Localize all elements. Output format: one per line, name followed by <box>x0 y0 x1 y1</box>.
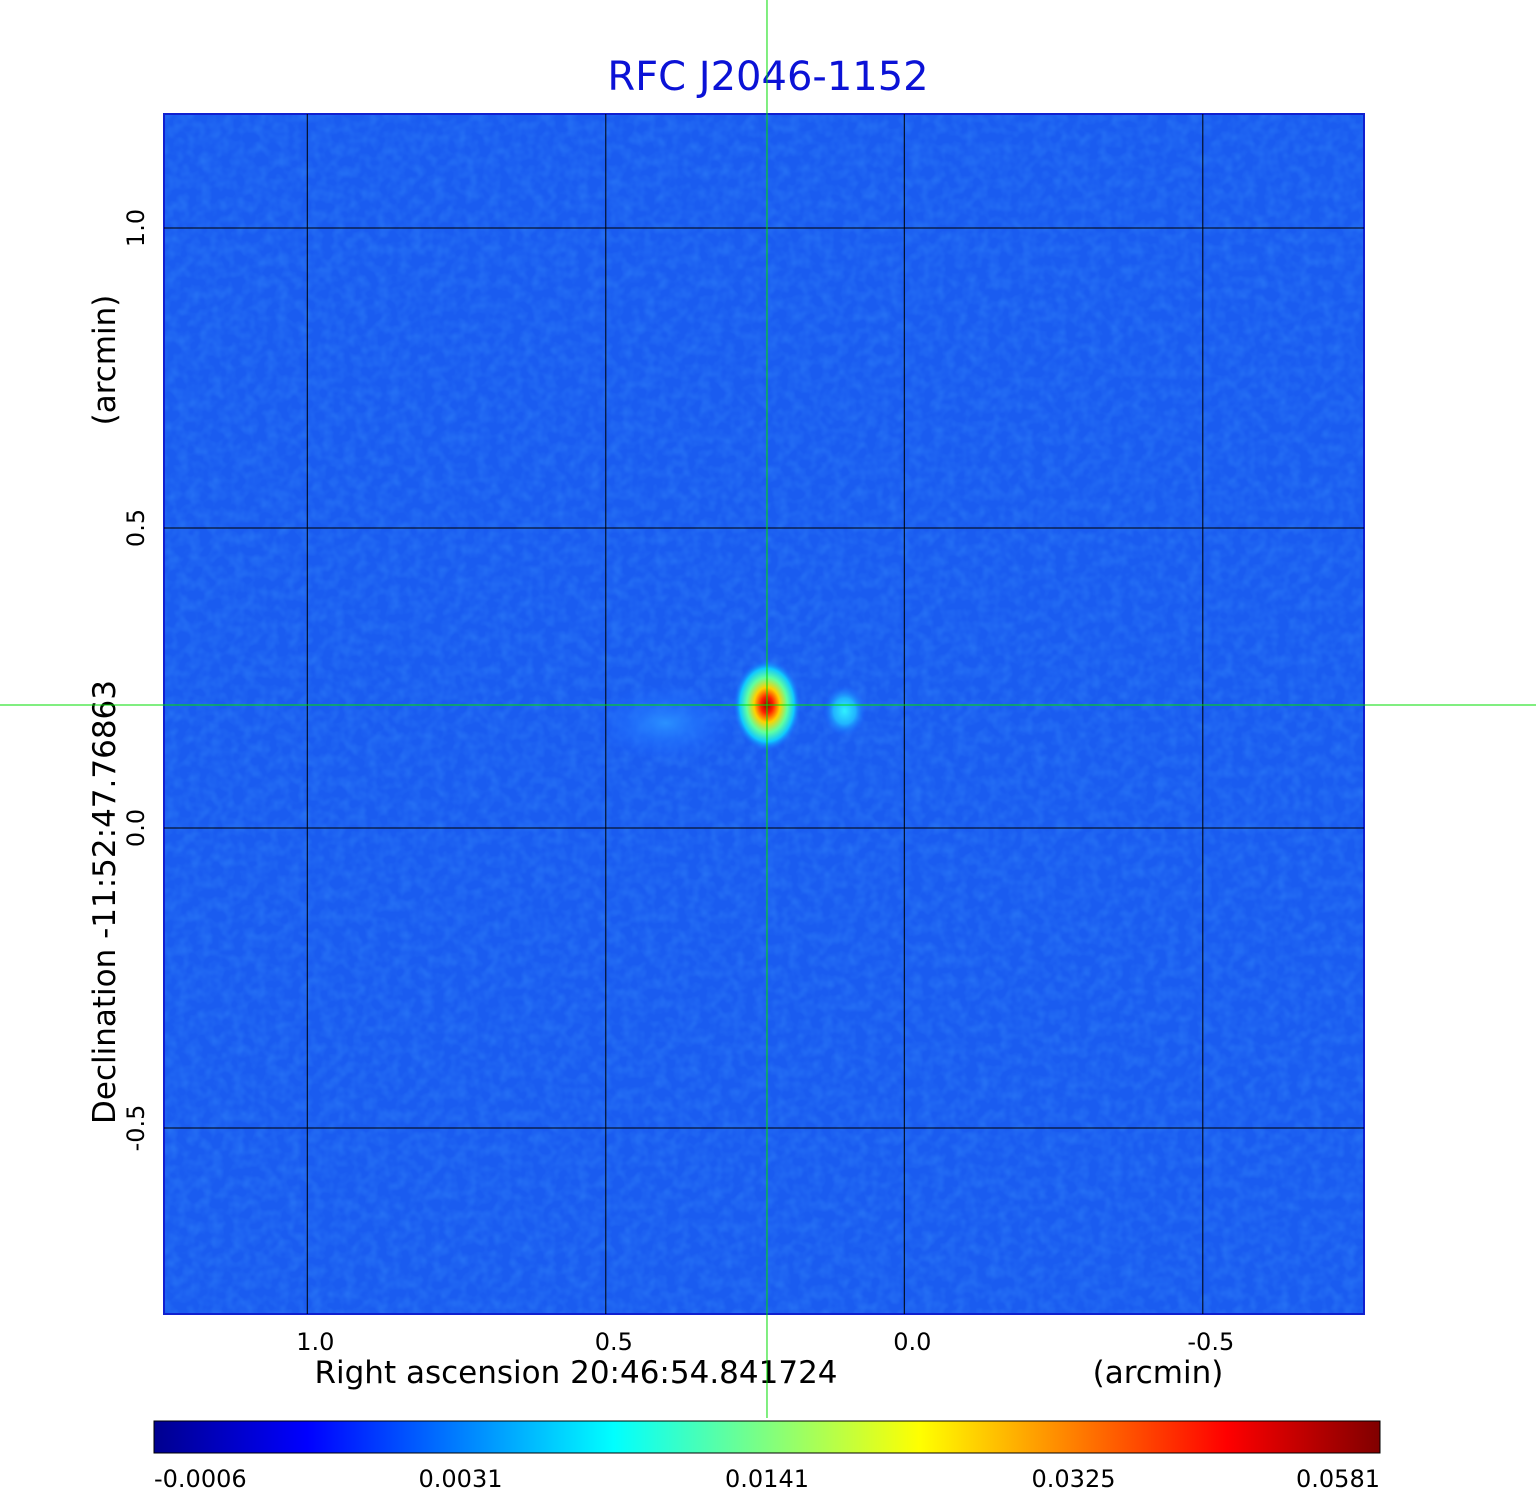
x-axis-unit: (arcmin) <box>1093 1355 1224 1391</box>
x-tick-label: -0.5 <box>1187 1328 1234 1356</box>
chart-title: RFC J2046-1152 <box>607 54 929 100</box>
colorbar-tick-label: 0.0141 <box>725 1465 809 1493</box>
crosshair <box>0 0 1536 1418</box>
y-axis-unit: (arcmin) <box>87 295 123 426</box>
x-tick-label: 0.5 <box>595 1328 633 1356</box>
y-axis-label: Declination -11:52:47.76863 <box>87 680 123 1124</box>
y-tick-label: -0.5 <box>122 1105 150 1152</box>
colorbar: -0.0006 0.0031 0.0141 0.0325 0.0581 <box>153 1420 1381 1493</box>
y-tick-label: 0.5 <box>122 509 150 547</box>
colorbar-tick-label: 0.0325 <box>1032 1465 1116 1493</box>
x-axis-label: Right ascension 20:46:54.841724 <box>314 1355 837 1391</box>
colorbar-tick-label: -0.0006 <box>154 1465 247 1493</box>
y-tick-label: 0.0 <box>122 809 150 847</box>
source-3 <box>590 683 741 763</box>
colorbar-tick-label: 0.0031 <box>419 1465 503 1493</box>
source-2 <box>822 685 867 737</box>
colorbar-tick-label: 0.0581 <box>1296 1465 1380 1493</box>
colorbar-tick-labels: -0.0006 0.0031 0.0141 0.0325 0.0581 <box>154 1465 1380 1493</box>
plot-frame <box>163 113 1365 1315</box>
grid-lines <box>164 114 1364 1314</box>
x-tick-labels: 1.0 0.5 0.0 -0.5 <box>296 1328 1234 1356</box>
image-layer <box>163 113 1365 1315</box>
colorbar-gradient <box>153 1420 1381 1454</box>
x-tick-label: 0.0 <box>893 1328 931 1356</box>
y-tick-labels: 1.0 0.5 0.0 -0.5 <box>122 209 150 1152</box>
x-tick-label: 1.0 <box>296 1328 334 1356</box>
y-tick-label: 1.0 <box>122 209 150 247</box>
